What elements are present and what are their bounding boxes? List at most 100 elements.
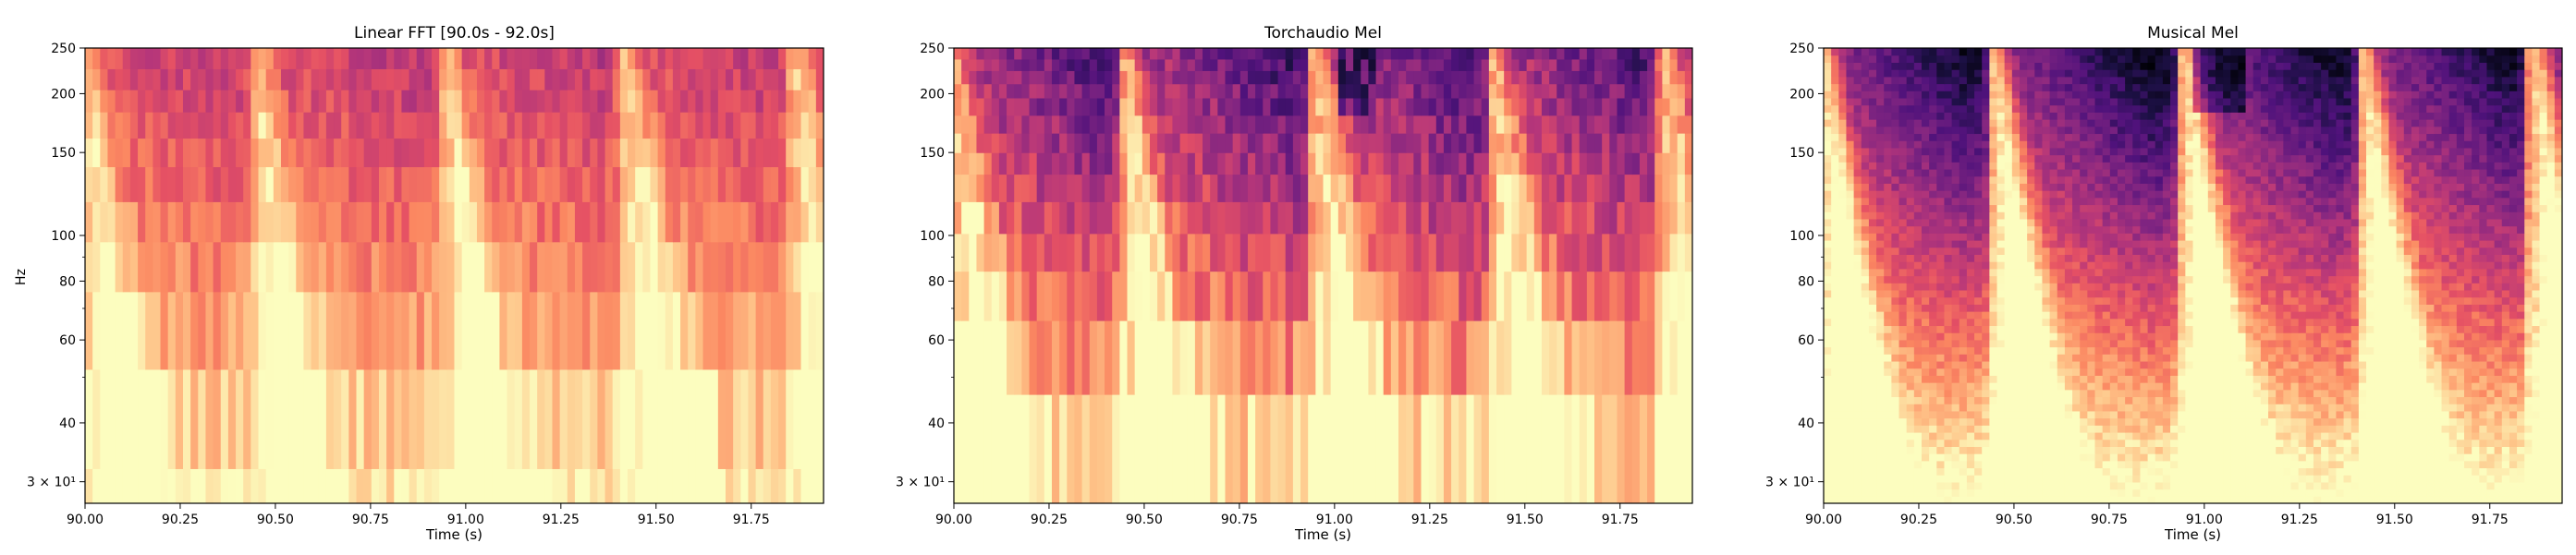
heatmap-cell [2162,431,2171,440]
heatmap-cell [2388,389,2398,398]
heatmap-cell [2034,481,2044,490]
x-tick-label: 91.00 [1316,513,1353,527]
heatmap-cell [1929,410,1937,419]
heatmap-cell [1383,393,1392,503]
heatmap-cell [2350,439,2360,447]
heatmap-cell [1662,174,1671,202]
heatmap-cell [612,90,621,113]
heatmap-cell [2200,481,2209,490]
heatmap-cell [2486,410,2496,419]
heatmap-cell [1353,152,1361,175]
heatmap-cell [2276,489,2284,497]
heatmap-cell [2178,425,2186,433]
heatmap-cell [1036,115,1045,134]
heatmap-cell [1884,425,1892,433]
heatmap-cell [1921,339,1930,348]
heatmap-cell [2343,425,2352,433]
heatmap-cell [439,138,447,168]
heatmap-cell [2155,481,2164,490]
heatmap-cell [2185,360,2194,369]
heatmap-cell [1007,233,1015,272]
heatmap-cell [160,166,169,202]
heatmap-cell [2403,489,2412,497]
heatmap-cell [1846,475,1855,483]
heatmap-cell [227,291,237,370]
heatmap-cell [1353,320,1361,395]
heatmap-cell [1421,58,1430,71]
heatmap-cell [1239,393,1249,503]
heatmap-cell [499,241,508,293]
heatmap-cell [243,291,251,370]
heatmap-cell [1996,368,2006,376]
heatmap-cell [976,133,985,153]
heatmap-cell [1898,325,1908,333]
heatmap-cell [1504,48,1512,60]
heatmap-cell [2524,496,2533,503]
heatmap-cell [2328,375,2338,383]
heatmap-cell [1951,489,1960,497]
heatmap-cell [1315,97,1325,116]
heatmap-cell [288,90,297,113]
heatmap-cell [1165,271,1174,321]
heatmap-cell [1337,174,1347,202]
heatmap-cell [740,291,750,370]
heatmap-cell [537,291,545,370]
heatmap-cell [1996,346,2006,355]
heatmap-cell [1203,320,1211,395]
heatmap-cell [2125,489,2133,497]
heatmap-cell [461,68,470,90]
heatmap-cell [1217,83,1227,99]
heatmap-cell [2479,339,2488,348]
heatmap-cell [954,152,962,175]
heatmap-cell [2366,346,2375,355]
heatmap-cell [1533,48,1543,60]
heatmap-cell [2448,496,2458,503]
heatmap-cell [1398,48,1407,60]
heatmap-cell [1112,233,1120,272]
heatmap-cell [446,241,456,293]
heatmap-cell [2011,446,2021,454]
heatmap-cell [2388,375,2398,383]
heatmap-cell [1451,70,1459,85]
heatmap-cell [695,68,704,90]
heatmap-cell [401,291,410,370]
heatmap-cell [1677,115,1686,134]
heatmap-cell [469,291,478,370]
heatmap-cell [2245,389,2254,398]
heatmap-cell [318,291,327,370]
heatmap-cell [2252,354,2262,362]
heatmap-cell [2321,396,2329,404]
heatmap-cell [2313,431,2322,440]
heatmap-cell [2403,375,2412,383]
heatmap-cell [2125,439,2133,447]
heatmap-cell [1488,83,1497,99]
heatmap-cell [1270,83,1279,99]
heatmap-cell [2140,360,2149,369]
heatmap-cell [815,468,824,503]
heatmap-cell [318,201,327,243]
heatmap-cell [213,241,222,293]
heatmap-cell [1308,97,1316,116]
heatmap-cell [1838,439,1848,447]
heatmap-cell [1089,393,1098,503]
heatmap-cell [1929,346,1937,355]
heatmap-cell [2479,404,2488,412]
heatmap-cell [2207,404,2216,412]
heatmap-cell [2049,332,2058,341]
heatmap-cell [2305,417,2314,426]
heatmap-cell [1684,152,1692,175]
heatmap-cell [2215,382,2224,391]
heatmap-cell [582,112,591,139]
heatmap-cell [1390,58,1399,71]
heatmap-cell [2388,481,2398,490]
heatmap-cell [1361,115,1370,134]
heatmap-cell [1285,271,1294,321]
heatmap-cell [409,468,418,503]
heatmap-cell [394,201,403,243]
heatmap-cell [416,201,425,243]
heatmap-cell [446,68,456,90]
heatmap-cell [2170,346,2179,355]
heatmap-cell [2011,339,2021,348]
heatmap-cell [1929,332,1937,341]
heatmap-cell [1891,425,1900,433]
